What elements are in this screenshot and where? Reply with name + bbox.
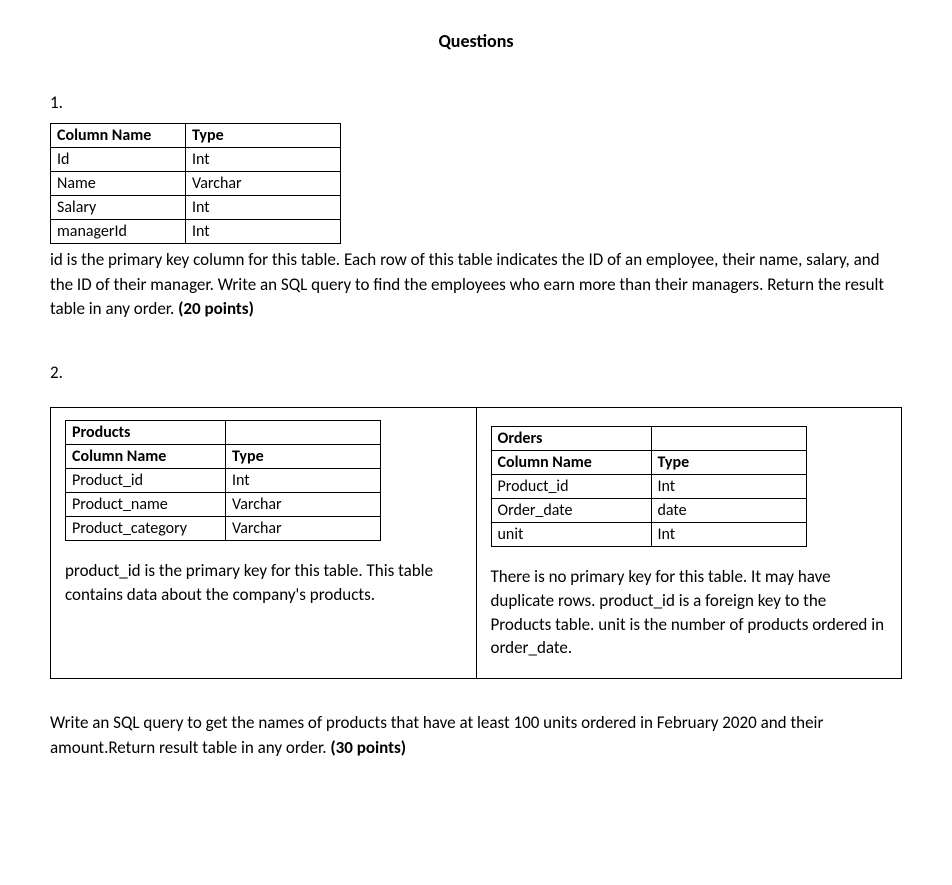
table-title: Products xyxy=(66,420,226,444)
q2-desc-text: Write an SQL query to get the names of p… xyxy=(50,712,823,758)
q1-points: (20 points) xyxy=(178,298,254,319)
table-title: Orders xyxy=(491,426,651,450)
q2-points: (30 points) xyxy=(330,737,406,758)
q1-description: id is the primary key column for this ta… xyxy=(50,248,902,322)
cell: Product_category xyxy=(66,516,226,540)
table-row: Salary Int xyxy=(51,196,341,220)
cell: Int xyxy=(186,220,341,244)
cell: Product_name xyxy=(66,492,226,516)
cell: Int xyxy=(651,522,806,546)
q2-description: Write an SQL query to get the names of p… xyxy=(50,711,902,760)
cell: Varchar xyxy=(226,492,381,516)
orders-schema-table: Orders Column Name Type Product_id Int xyxy=(491,426,807,547)
table-row: Column Name Type xyxy=(66,444,381,468)
table-row: unit Int xyxy=(491,522,806,546)
column-header: Type xyxy=(186,124,341,148)
cell: Product_id xyxy=(66,468,226,492)
orders-note: There is no primary key for this table. … xyxy=(491,565,888,660)
q1-desc-text: id is the primary key column for this ta… xyxy=(50,249,884,319)
table-row: Column Name Type xyxy=(491,450,806,474)
cell-empty xyxy=(226,420,381,444)
cell: Id xyxy=(51,148,186,172)
cell: Varchar xyxy=(186,172,341,196)
column-header: Type xyxy=(651,450,806,474)
table-row: Id Int xyxy=(51,148,341,172)
table-row: Name Varchar xyxy=(51,172,341,196)
cell: Product_id xyxy=(491,474,651,498)
document-page: Questions 1. Column Name Type Id Int Nam… xyxy=(0,0,952,885)
cell: Name xyxy=(51,172,186,196)
products-note: product_id is the primary key for this t… xyxy=(65,559,462,607)
q1-number: 1. xyxy=(50,92,902,113)
column-header: Column Name xyxy=(51,124,186,148)
table-row: Column Name Type xyxy=(51,124,341,148)
cell: Varchar xyxy=(226,516,381,540)
table-row: Products xyxy=(66,420,381,444)
q2-layout-table: Products Column Name Type Product_id Int xyxy=(50,407,902,679)
cell-empty xyxy=(651,426,806,450)
q1-schema-table: Column Name Type Id Int Name Varchar Sal… xyxy=(50,123,341,244)
table-row: Product_id Int xyxy=(66,468,381,492)
cell: Int xyxy=(186,196,341,220)
table-row: Orders xyxy=(491,426,806,450)
column-header: Column Name xyxy=(66,444,226,468)
cell: date xyxy=(651,498,806,522)
table-row: Product_id Int xyxy=(491,474,806,498)
products-schema-table: Products Column Name Type Product_id Int xyxy=(65,420,381,541)
cell: Order_date xyxy=(491,498,651,522)
cell: Salary xyxy=(51,196,186,220)
q2-products-cell: Products Column Name Type Product_id Int xyxy=(51,407,477,678)
table-row: managerId Int xyxy=(51,220,341,244)
page-title: Questions xyxy=(50,30,902,52)
column-header: Type xyxy=(226,444,381,468)
cell: unit xyxy=(491,522,651,546)
table-row: Product_category Varchar xyxy=(66,516,381,540)
cell: Int xyxy=(226,468,381,492)
column-header: Column Name xyxy=(491,450,651,474)
table-row: Product_name Varchar xyxy=(66,492,381,516)
cell: Int xyxy=(186,148,341,172)
cell: Int xyxy=(651,474,806,498)
q2-number: 2. xyxy=(50,362,902,383)
cell: managerId xyxy=(51,220,186,244)
table-row: Order_date date xyxy=(491,498,806,522)
q2-orders-cell: Orders Column Name Type Product_id Int xyxy=(476,407,902,678)
